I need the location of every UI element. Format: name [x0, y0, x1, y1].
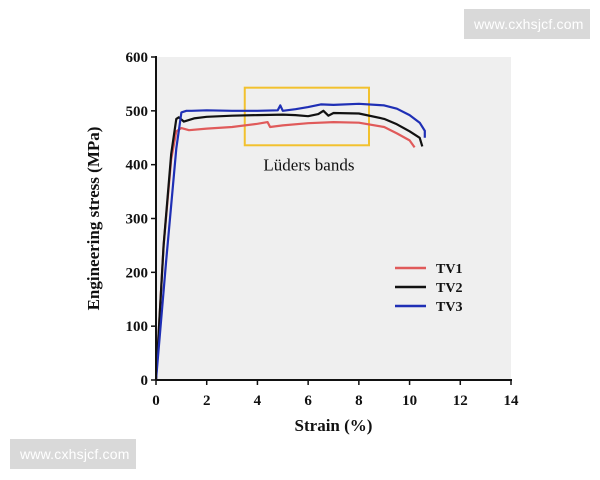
series-line-tv2: [154, 109, 424, 381]
y-tick-label: 100: [126, 319, 149, 335]
x-tick-label: 6: [304, 393, 312, 409]
series-line-tv1: [154, 120, 416, 381]
y-tick-label: 500: [126, 104, 149, 120]
y-tick-label: 400: [126, 158, 149, 174]
y-tick-label: 200: [126, 265, 149, 281]
y-tick-label: 0: [141, 373, 149, 389]
x-tick-label: 14: [504, 393, 520, 409]
x-tick-label: 10: [402, 393, 417, 409]
series-line-tv3: [154, 102, 426, 381]
y-tick-label: 300: [126, 212, 149, 228]
x-tick-label: 0: [152, 393, 160, 409]
axis-layer: 0 100 200 300 400 500 600 0 2 4 6 8 10 12 14: [126, 50, 520, 409]
luders-bands-label: Lüders bands: [263, 155, 354, 174]
series-layer: [154, 102, 426, 381]
x-tick-label: 8: [355, 393, 363, 409]
watermark-bottom: www.cxhsjcf.com: [10, 439, 136, 469]
legend-label-tv3: TV3: [436, 300, 462, 315]
watermark-top: www.cxhsjcf.com: [464, 9, 590, 39]
legend-label-tv2: TV2: [436, 281, 462, 296]
y-axis-title: Engineering stress (MPa): [84, 127, 103, 311]
y-tick-label: 600: [126, 50, 149, 66]
legend: TV1 TV2 TV3: [395, 262, 462, 315]
x-axis-title: Strain (%): [295, 416, 373, 435]
legend-label-tv1: TV1: [436, 262, 462, 277]
x-tick-label: 2: [203, 393, 211, 409]
x-tick-label: 12: [453, 393, 468, 409]
x-tick-label: 4: [254, 393, 262, 409]
